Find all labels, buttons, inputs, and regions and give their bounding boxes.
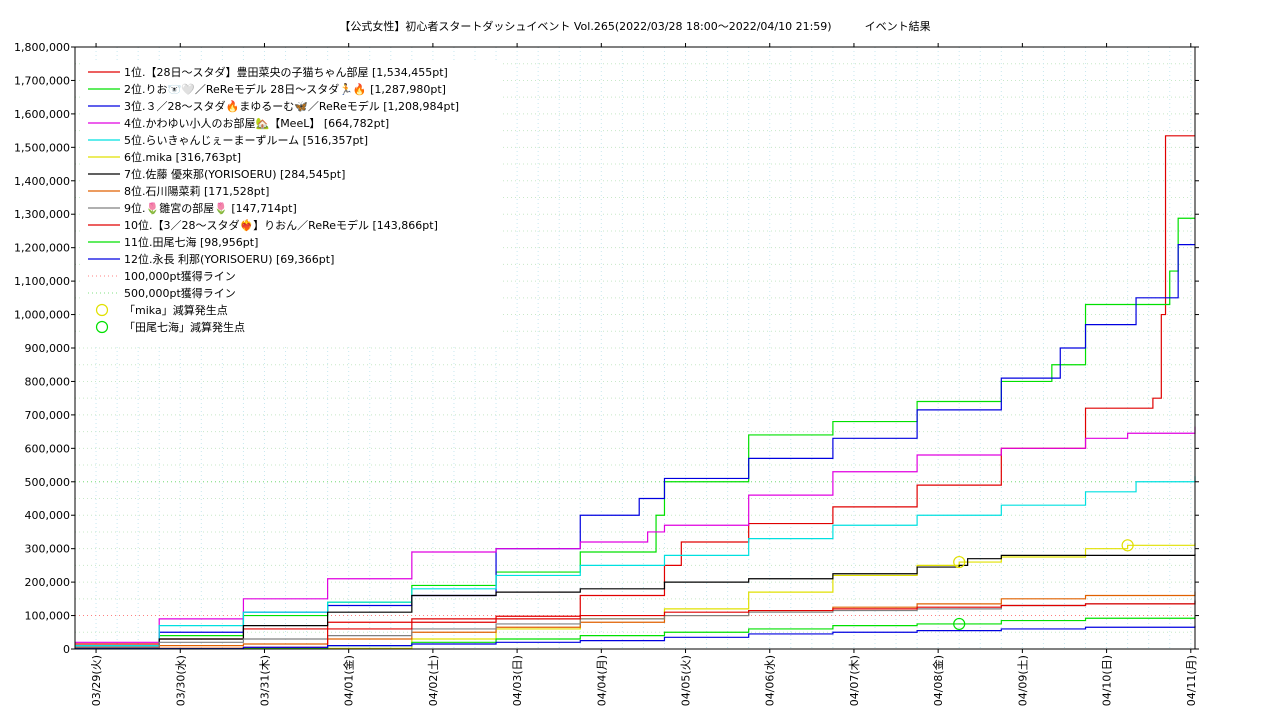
x-tick-label: 04/01(金) [342, 655, 356, 706]
legend-label: 11位.田尾七海 [98,956pt] [124, 235, 258, 249]
legend-label: 6位.mika [316,763pt] [124, 150, 241, 164]
series-line [75, 600, 1196, 649]
legend-label: 4位.かわゆい小人のお部屋🏡【MeeL】 [664,782pt] [124, 116, 389, 130]
x-tick-label: 04/06(水) [764, 655, 777, 706]
y-tick-label: 0 [63, 643, 70, 656]
x-tick-label: 04/10(日) [1101, 655, 1114, 706]
y-tick-label: 600,000 [25, 442, 71, 455]
legend-label: 100,000pt獲得ライン [124, 270, 236, 283]
legend-label: 7位.佐藤 優來那(YORISOERU) [284,545pt] [124, 167, 345, 181]
series-line [75, 591, 1196, 649]
marker-point [1121, 539, 1134, 552]
y-tick-label: 1,700,000 [14, 74, 70, 87]
x-tick-label: 04/02(土) [427, 655, 440, 706]
y-tick-label: 100,000 [25, 610, 71, 623]
x-tick-label: 03/29(火) [90, 655, 103, 706]
marker-point [953, 555, 966, 569]
y-tick-label: 900,000 [25, 342, 71, 355]
y-tick-label: 500,000 [25, 476, 71, 489]
series-line [75, 553, 1196, 648]
legend-label: 「mika」減算発生点 [124, 303, 228, 317]
series-line [75, 476, 1196, 647]
legend-label: 8位.石川陽菜莉 [171,528pt] [124, 184, 269, 198]
legend-box [82, 60, 500, 345]
y-tick-label: 1,800,000 [14, 41, 70, 54]
legend-label: 2位.りお🐻‍❄️🤍／ReReモデル 28日〜スタダ🏃🔥 [1,287,980p… [124, 82, 446, 96]
x-tick-label: 04/03(日) [511, 655, 524, 706]
x-tick-label: 04/11(月) [1185, 655, 1198, 706]
x-tick-label: 04/05(火) [680, 655, 693, 706]
legend-label: 1位.【28日〜スタダ】豊田菜央の子猫ちゃん部屋 [1,534,455pt] [124, 65, 448, 79]
marker-point [953, 617, 966, 631]
legend-label: 「田尾七海」減算発生点 [124, 320, 245, 334]
x-axis: 03/29(火) 03/30(水) 03/31(木) 04/01(金) 04/02(土)… [90, 43, 1198, 706]
y-tick-label: 1,200,000 [14, 242, 70, 255]
y-tick-label: 1,100,000 [14, 275, 70, 288]
legend-marker [95, 320, 109, 334]
y-tick-label: 400,000 [25, 509, 71, 522]
x-tick-label: 04/09(土) [1016, 655, 1029, 706]
legend-label: 9位.🌷雛宮の部屋🌷 [147,714pt] [124, 201, 297, 215]
markers [953, 539, 1134, 631]
y-tick-label: 700,000 [25, 409, 71, 422]
legend-label: 3位.３／28〜スタダ🔥まゆるーむ🦋／ReReモデル [1,208,984pt] [124, 99, 459, 113]
y-tick-label: 1,000,000 [14, 309, 70, 322]
legend-label: 10位.【3／28〜スタダ❤️‍🔥】りおん／ReReモデル [143,866pt… [124, 218, 438, 232]
y-tick-label: 1,600,000 [14, 108, 70, 121]
x-tick-label: 03/31(木) [258, 655, 271, 706]
y-tick-label: 200,000 [25, 576, 71, 589]
x-tick-label: 04/04(月) [595, 655, 608, 706]
chart-title: 【公式女性】初心者スタートダッシュイベント Vol.265(2022/03/28… [339, 19, 930, 33]
y-tick-label: 300,000 [25, 543, 71, 556]
series-line [75, 625, 1196, 650]
legend: 1位.【28日〜スタダ】豊田菜央の子猫ちゃん部屋 [1,534,455pt] 2位… [82, 60, 500, 345]
y-tick-label: 1,300,000 [14, 208, 70, 221]
y-tick-label: 800,000 [25, 375, 71, 388]
x-tick-label: 04/07(木) [848, 655, 861, 706]
y-tick-label: 1,400,000 [14, 175, 70, 188]
series-line [75, 426, 1196, 643]
x-tick-label: 04/08(金) [931, 655, 945, 706]
legend-label: 500,000pt獲得ライン [124, 287, 236, 300]
legend-label: 12位.永長 利那(YORISOERU) [69,366pt] [124, 252, 334, 266]
legend-label: 5位.らいきゃんじぇーまーずルーム [516,357pt] [124, 133, 368, 147]
series-lines [75, 135, 1196, 650]
legend-marker [95, 303, 109, 317]
x-tick-label: 03/30(水) [174, 655, 187, 706]
y-axis: 0 100,000 200,000 300,000 400,000 500,000 600,… [14, 41, 1199, 656]
y-tick-label: 1,500,000 [14, 141, 70, 154]
